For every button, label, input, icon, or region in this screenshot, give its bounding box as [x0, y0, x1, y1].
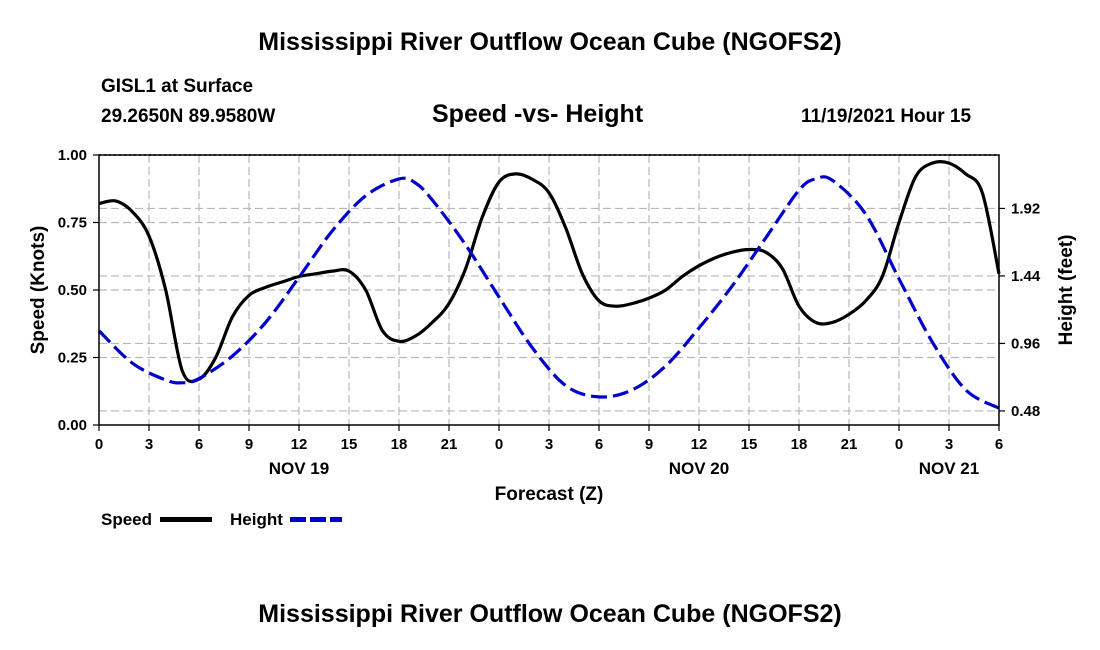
x-tick-label: 12: [291, 436, 308, 453]
legend-height-swatch: [290, 517, 342, 522]
x-tick-label: 15: [741, 436, 758, 453]
day-label: NOV 20: [669, 459, 729, 478]
y-tick-label: 0.25: [58, 350, 87, 367]
x-tick-label: 3: [145, 436, 153, 453]
y2-axis-label: Height (feet): [1056, 235, 1077, 346]
x-tick-label: 3: [545, 436, 553, 453]
y2-tick-label: 1.44: [1011, 268, 1041, 285]
x-tick-label: 21: [841, 436, 858, 453]
series-speed-line: [98, 160, 1001, 384]
y2-tick-label: 0.48: [1011, 403, 1040, 420]
series-height-line: [97, 175, 1000, 410]
footer-title: Mississippi River Outflow Ocean Cube (NG…: [258, 600, 842, 628]
legend-speed-swatch: [160, 517, 212, 522]
y-tick-label: 0.50: [58, 282, 87, 299]
x-tick-label: 15: [341, 436, 358, 453]
legend-speed-label: Speed: [101, 510, 153, 529]
x-tick-label: 18: [391, 436, 408, 453]
y-tick-label: 0.75: [58, 215, 87, 232]
x-tick-label: 18: [791, 436, 808, 453]
x-tick-label: 6: [195, 436, 203, 453]
y2-tick-label: 0.96: [1011, 335, 1040, 352]
x-tick-label: 21: [441, 436, 458, 453]
y-axis-label: Speed (Knots): [28, 226, 49, 355]
plot-frame: [98, 154, 1000, 426]
legend-height-label: Height: [230, 510, 283, 529]
y-tick-label: 0.00: [58, 417, 87, 434]
x-tick-label: 0: [495, 436, 503, 453]
y-tick-label: 1.00: [58, 147, 87, 164]
x-tick-label: 3: [945, 436, 953, 453]
y2-tick-label: 1.92: [1011, 200, 1040, 217]
x-tick-label: 9: [645, 436, 653, 453]
x-tick-label: 6: [995, 436, 1003, 453]
timestamp: 11/19/2021 Hour 15: [801, 106, 972, 127]
x-tick-label: 6: [595, 436, 603, 453]
main-title: Mississippi River Outflow Ocean Cube (NG…: [258, 28, 842, 56]
day-label: NOV 21: [919, 459, 979, 478]
x-tick-label: 0: [895, 436, 903, 453]
chart-title: Speed -vs- Height: [432, 100, 644, 128]
station-coords: 29.2650N 89.9580W: [101, 106, 276, 127]
x-tick-label: 12: [691, 436, 708, 453]
day-label: NOV 19: [269, 459, 329, 478]
station-name: GISL1 at Surface: [101, 76, 254, 97]
x-tick-label: 0: [95, 436, 103, 453]
x-tick-label: 9: [245, 436, 253, 453]
x-axis-label: Forecast (Z): [495, 484, 604, 505]
